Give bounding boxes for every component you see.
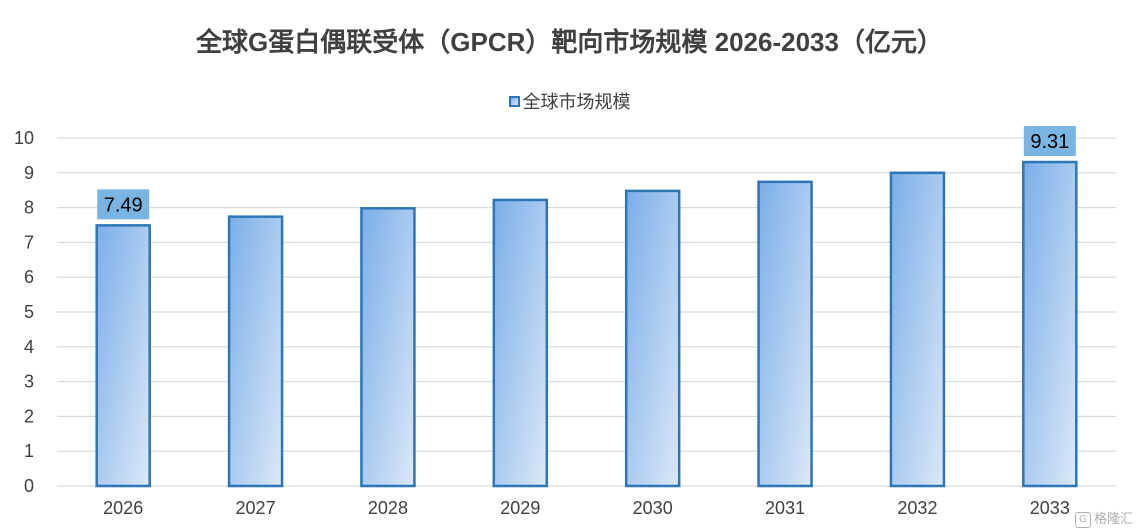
bar — [1022, 160, 1078, 488]
x-tick-label: 2032 — [897, 498, 937, 518]
y-tick-label: 10 — [14, 128, 34, 148]
y-tick-label: 6 — [24, 267, 34, 287]
bar — [492, 198, 549, 488]
bar — [360, 207, 416, 488]
bar — [227, 215, 284, 488]
y-tick-label: 1 — [24, 441, 34, 461]
y-tick-label: 8 — [24, 198, 34, 218]
y-tick-label: 4 — [24, 337, 34, 357]
bar — [889, 171, 946, 488]
data-label: 9.31 — [1030, 131, 1069, 153]
x-tick-label: 2028 — [368, 498, 408, 518]
y-tick-label: 7 — [24, 232, 34, 252]
legend-label: 全球市场规模 — [522, 92, 631, 112]
legend-swatch — [508, 95, 520, 107]
y-tick-label: 5 — [24, 302, 34, 322]
y-tick-label: 0 — [24, 476, 34, 496]
x-tick-label: 2027 — [236, 498, 276, 518]
y-tick-label: 3 — [24, 372, 34, 392]
x-axis-ticks: 2026 2027 2028 2029 2030 2031 2032 2033 — [103, 498, 1070, 518]
x-tick-label: 2033 — [1030, 498, 1070, 518]
bar — [624, 189, 681, 488]
watermark-text: 格隆汇 — [1093, 511, 1133, 527]
data-label: 7.49 — [104, 194, 143, 216]
y-tick-label: 2 — [24, 406, 34, 426]
x-tick-label: 2026 — [103, 498, 143, 518]
bar — [757, 180, 813, 488]
watermark: G 格隆汇 — [1074, 508, 1133, 528]
x-tick-label: 2030 — [633, 498, 673, 518]
data-label-box — [1023, 126, 1076, 157]
gridlines — [57, 137, 1116, 487]
g-logo-icon: G — [1074, 512, 1091, 528]
y-axis-ticks: 0 1 2 3 4 5 6 7 8 9 10 — [14, 128, 34, 496]
bar — [95, 224, 151, 488]
data-label-box — [97, 189, 150, 220]
x-tick-label: 2029 — [500, 498, 540, 518]
chart-title: 全球G蛋白偶联受体（GPCR）靶向市场规模 2026-2033（亿元） — [196, 27, 943, 57]
y-tick-label: 9 — [24, 163, 34, 183]
bars — [95, 160, 1078, 488]
data-labels: 7.49 9.31 — [97, 126, 1076, 220]
legend: 全球市场规模 — [0, 88, 1139, 114]
x-tick-label: 2031 — [765, 498, 805, 518]
